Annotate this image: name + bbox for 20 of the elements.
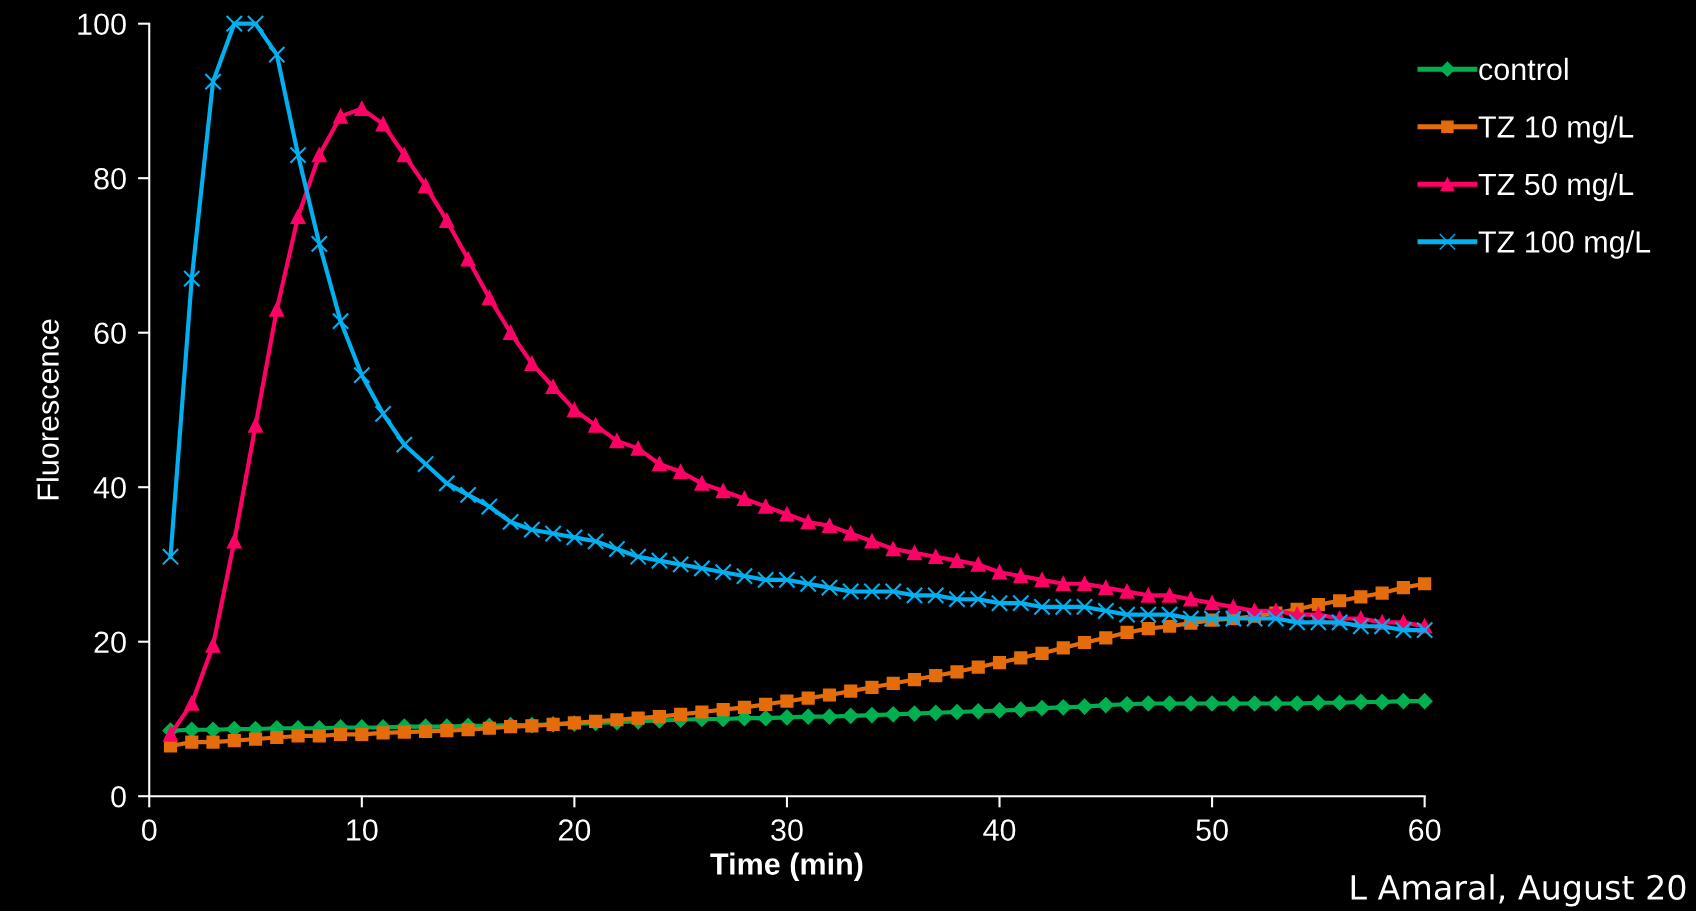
legend-label: TZ 50 mg/L (1478, 172, 1634, 202)
y-tick-label: 100 (78, 13, 126, 36)
x-tick-label: 50 (1196, 819, 1228, 841)
x-tick-label: 60 (1409, 819, 1441, 841)
text: L Amaral, August 20 (1351, 874, 1686, 907)
x-axis-title: Time (min) (710, 852, 863, 881)
y-tick-label: 20 (94, 631, 126, 654)
x-tick-label: 0 (141, 819, 157, 841)
y-tick-label: 40 (93, 476, 126, 499)
y-tick-label: 60 (94, 322, 126, 345)
y-tick-label: 0 (111, 785, 126, 808)
y-tick-label: 80 (94, 167, 126, 190)
legend-label: TZ 10 mg/L (1478, 115, 1634, 144)
legend-label: TZ 100 mg/L (1478, 230, 1651, 259)
y-axis-title: Fluorescence (36, 319, 59, 500)
x-tick-label: 10 (347, 819, 378, 841)
legend-label: control (1479, 57, 1568, 81)
x-tick-label: 30 (771, 819, 803, 841)
x-tick-label: 20 (558, 819, 591, 841)
x-tick-label: 40 (983, 819, 1016, 841)
